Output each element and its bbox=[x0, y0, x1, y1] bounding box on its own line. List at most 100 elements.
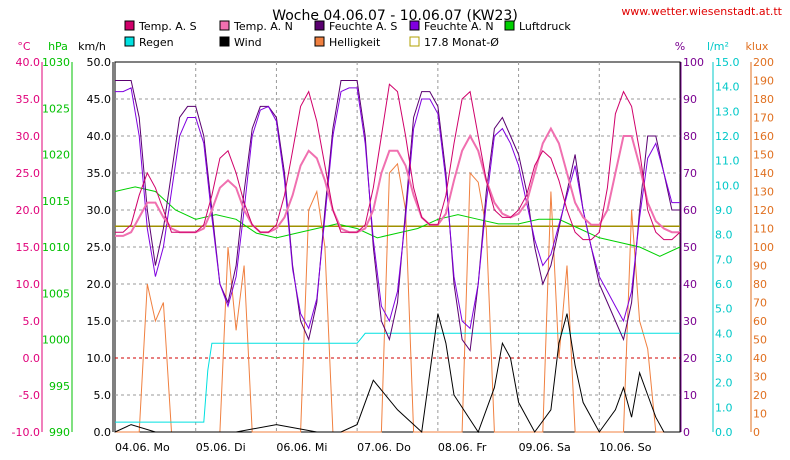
legend-swatch bbox=[409, 20, 420, 31]
tick-label-temp: 30.0 bbox=[16, 130, 41, 143]
legend-label: Temp. A. S bbox=[138, 20, 197, 33]
x-tick-label: 07.06. Do bbox=[357, 441, 411, 454]
unit-label-hum: % bbox=[675, 40, 685, 53]
tick-label-lux: 120 bbox=[753, 204, 774, 217]
series-layer bbox=[114, 80, 681, 434]
tick-label-lux: 140 bbox=[753, 167, 774, 180]
tick-label-rain: 3.0 bbox=[715, 352, 733, 365]
tick-label-rain: 6.0 bbox=[715, 278, 733, 291]
x-tick-label: 04.06. Mo bbox=[115, 441, 170, 454]
tick-label-rain: 13.0 bbox=[715, 105, 740, 118]
tick-label-wind: 25.0 bbox=[87, 241, 112, 254]
legend-label: Feuchte A. N bbox=[424, 20, 494, 33]
tick-label-wind: 50.0 bbox=[87, 56, 112, 69]
series-line-regen bbox=[115, 332, 680, 423]
legend-swatch bbox=[124, 36, 135, 47]
tick-label-rain: 12.0 bbox=[715, 130, 740, 143]
tick-label-lux: 200 bbox=[753, 56, 774, 69]
tick-label-temp: 40.0 bbox=[16, 56, 41, 69]
tick-label-rain: 1.0 bbox=[715, 401, 733, 414]
tick-label-hum: 90 bbox=[683, 93, 697, 106]
tick-label-wind: 45.0 bbox=[87, 93, 112, 106]
tick-label-temp: 5.0 bbox=[23, 315, 41, 328]
source-url: www.wetter.wiesenstadt.at.tt bbox=[621, 5, 782, 18]
tick-label-temp: 10.0 bbox=[16, 278, 41, 291]
legend-label: Luftdruck bbox=[519, 20, 571, 33]
tick-label-lux: 100 bbox=[753, 241, 774, 254]
tick-label-rain: 15.0 bbox=[715, 56, 740, 69]
tick-label-wind: 35.0 bbox=[87, 167, 112, 180]
tick-label-temp: 0.0 bbox=[23, 352, 41, 365]
tick-label-press: 990 bbox=[49, 426, 70, 439]
tick-label-lux: 150 bbox=[753, 149, 774, 162]
tick-label-hum: 70 bbox=[683, 167, 697, 180]
legend-swatch bbox=[409, 36, 420, 47]
tick-label-rain: 4.0 bbox=[715, 327, 733, 340]
tick-label-lux: 60 bbox=[753, 315, 767, 328]
tick-label-rain: 10.0 bbox=[715, 179, 740, 192]
tick-label-temp: 35.0 bbox=[16, 93, 41, 106]
series-line-temp-a-n bbox=[115, 126, 680, 237]
tick-label-hum: 80 bbox=[683, 130, 697, 143]
tick-label-hum: 50 bbox=[683, 241, 697, 254]
legend-swatch bbox=[504, 20, 515, 31]
legend-label: Temp. A. N bbox=[233, 20, 293, 33]
legend-swatch bbox=[124, 20, 135, 31]
unit-label-temp: °C bbox=[17, 40, 31, 53]
plot-area bbox=[114, 61, 681, 433]
axis-units: °C hPa km/h% l/m² klux bbox=[17, 40, 769, 53]
legend-label: Feuchte A. S bbox=[329, 20, 397, 33]
tick-label-wind: 5.0 bbox=[94, 389, 112, 402]
tick-label-lux: 20 bbox=[753, 389, 767, 402]
x-tick-label: 09.06. Sa bbox=[519, 441, 571, 454]
tick-label-hum: 100 bbox=[683, 56, 704, 69]
tick-label-lux: 50 bbox=[753, 334, 767, 347]
tick-label-lux: 180 bbox=[753, 93, 774, 106]
tick-label-hum: 10 bbox=[683, 389, 697, 402]
tick-label-lux: 170 bbox=[753, 112, 774, 125]
chart-title: Woche 04.06.07 - 10.06.07 (KW23) bbox=[272, 8, 518, 24]
tick-label-temp: -5.0 bbox=[19, 389, 40, 402]
tick-label-hum: 0 bbox=[683, 426, 690, 439]
tick-label-lux: 130 bbox=[753, 186, 774, 199]
unit-label-lux: klux bbox=[746, 40, 769, 53]
tick-label-wind: 40.0 bbox=[87, 130, 112, 143]
legend-swatch bbox=[314, 20, 325, 31]
tick-label-hum: 30 bbox=[683, 315, 697, 328]
axis-ticks: 40.0 35.0 30.0 25.0 20.0 15.0 10.0 5.0 0.0 -5.0 -1… bbox=[12, 56, 774, 439]
x-tick-label: 06.06. Mi bbox=[276, 441, 327, 454]
unit-label-press: hPa bbox=[48, 40, 68, 53]
tick-label-rain: 5.0 bbox=[715, 303, 733, 316]
tick-label-temp: 25.0 bbox=[16, 167, 41, 180]
series-line-feuchte-a-n bbox=[115, 87, 680, 330]
tick-label-press: 1010 bbox=[42, 241, 70, 254]
tick-label-hum: 20 bbox=[683, 352, 697, 365]
tick-label-wind: 0.0 bbox=[94, 426, 112, 439]
tick-label-rain: 9.0 bbox=[715, 204, 733, 217]
tick-label-lux: 90 bbox=[753, 260, 767, 273]
tick-label-temp: 15.0 bbox=[16, 241, 41, 254]
unit-label-rain: l/m² bbox=[707, 40, 729, 53]
series-line-temp-a-s bbox=[115, 83, 681, 241]
tick-label-press: 1000 bbox=[42, 334, 70, 347]
tick-label-temp: 20.0 bbox=[16, 204, 41, 217]
legend-label: Wind bbox=[234, 36, 262, 49]
x-tick-label: 05.06. Di bbox=[196, 441, 246, 454]
tick-label-lux: 70 bbox=[753, 297, 767, 310]
tick-label-wind: 20.0 bbox=[87, 278, 112, 291]
tick-label-wind: 15.0 bbox=[87, 315, 112, 328]
tick-label-wind: 10.0 bbox=[87, 352, 112, 365]
legend-label: Helligkeit bbox=[329, 36, 381, 49]
legend-label: 17.8 Monat-Ø bbox=[424, 36, 499, 49]
legend-swatch bbox=[219, 36, 230, 47]
tick-label-lux: 0 bbox=[753, 426, 760, 439]
tick-label-press: 1025 bbox=[42, 102, 70, 115]
tick-label-press: 1015 bbox=[42, 195, 70, 208]
tick-label-press: 995 bbox=[49, 380, 70, 393]
legend-label: Regen bbox=[139, 36, 174, 49]
tick-label-lux: 80 bbox=[753, 278, 767, 291]
tick-label-lux: 10 bbox=[753, 408, 767, 421]
unit-label-wind: km/h bbox=[78, 40, 106, 53]
tick-label-lux: 30 bbox=[753, 371, 767, 384]
